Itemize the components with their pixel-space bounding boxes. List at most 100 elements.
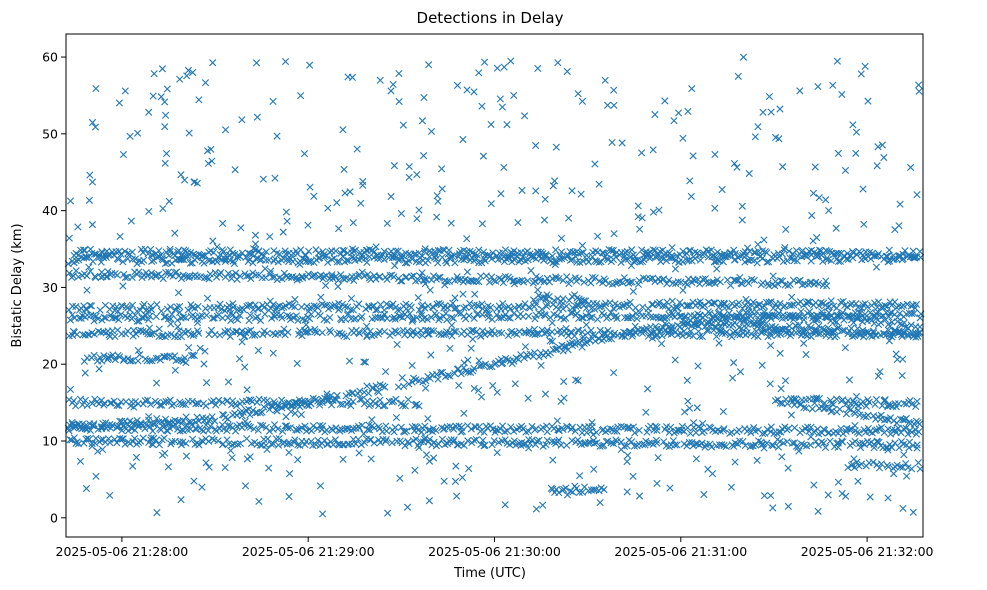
detection-point: [152, 379, 161, 387]
detection-point: [774, 280, 782, 288]
detection-point: [769, 504, 777, 512]
detection-point: [343, 256, 351, 265]
detection-point: [424, 415, 432, 423]
detection-point: [912, 300, 921, 309]
detection-point: [686, 177, 694, 185]
detection-point: [283, 312, 292, 320]
detection-point: [173, 316, 182, 324]
detection-point: [307, 326, 315, 334]
detection-point: [560, 377, 568, 386]
detection-point: [861, 62, 869, 70]
detection-point: [747, 429, 755, 437]
detection-point: [548, 337, 557, 345]
detection-point: [660, 438, 668, 446]
detection-point: [363, 246, 371, 254]
detection-point: [868, 429, 876, 437]
detection-point: [363, 258, 371, 267]
detection-point: [89, 257, 97, 266]
detection-point: [269, 349, 277, 357]
detection-point: [208, 157, 216, 165]
detection-point: [190, 477, 198, 485]
detection-point: [698, 439, 706, 447]
detection-point: [104, 353, 112, 361]
detection-point: [800, 404, 808, 412]
detection-point: [66, 385, 75, 394]
detection-point: [295, 396, 304, 404]
detection-point: [98, 268, 106, 276]
detection-point: [577, 249, 585, 257]
detection-point: [902, 414, 910, 423]
detection-point: [493, 448, 501, 457]
detection-point: [734, 440, 742, 448]
detection-point: [859, 301, 867, 309]
detection-point: [531, 297, 539, 306]
detection-point: [623, 458, 631, 466]
detection-point: [426, 374, 434, 382]
detection-point: [639, 303, 647, 311]
detection-point: [455, 381, 463, 390]
detection-point: [442, 309, 450, 318]
detection-point: [254, 305, 262, 313]
detection-point: [606, 425, 614, 433]
detection-point: [568, 187, 576, 195]
detection-point: [495, 314, 503, 322]
detection-point: [451, 259, 459, 267]
detection-point: [332, 247, 340, 255]
detection-point: [86, 171, 94, 179]
detection-point: [808, 211, 816, 220]
detection-point: [631, 256, 639, 264]
detection-point: [521, 343, 530, 351]
detection-point: [582, 321, 590, 329]
detection-point: [155, 441, 163, 449]
detection-point: [882, 252, 890, 260]
detection-point: [626, 298, 634, 306]
detection-point: [796, 276, 804, 284]
detection-point: [745, 169, 753, 178]
detection-point: [877, 423, 886, 432]
detection-point: [256, 316, 265, 325]
detection-point: [750, 248, 758, 257]
detection-point: [765, 258, 773, 266]
detection-point: [767, 492, 775, 500]
detection-point: [549, 456, 557, 464]
detection-point: [575, 275, 583, 283]
detection-point: [243, 302, 251, 311]
detection-point: [763, 258, 771, 266]
detection-point: [896, 320, 904, 328]
detection-point: [415, 306, 423, 314]
detection-point: [542, 295, 550, 303]
detection-point: [400, 382, 408, 390]
detection-point: [236, 439, 245, 448]
detection-point: [427, 351, 435, 359]
detection-point: [785, 424, 793, 433]
detection-point: [365, 302, 373, 310]
detection-point: [548, 328, 556, 336]
detection-point: [719, 258, 727, 266]
detection-point: [520, 354, 528, 362]
detection-point: [903, 300, 911, 308]
detection-point: [97, 423, 105, 431]
detection-point: [903, 472, 911, 480]
detection-point: [212, 427, 220, 435]
detection-point: [679, 134, 687, 142]
detection-point: [270, 421, 279, 429]
detection-point: [177, 171, 185, 179]
detection-point: [634, 213, 642, 221]
detection-point: [354, 435, 362, 443]
detection-point: [88, 221, 97, 229]
detection-point: [819, 257, 827, 266]
detection-point: [555, 426, 563, 435]
detection-point: [164, 463, 173, 471]
detection-point: [83, 422, 91, 430]
detection-point: [915, 87, 923, 95]
detection-point: [600, 254, 609, 262]
detection-point: [339, 246, 347, 254]
detection-point: [394, 329, 402, 337]
detection-point: [510, 280, 519, 288]
detection-point: [285, 492, 293, 501]
detection-point: [256, 441, 265, 449]
detection-point: [457, 370, 465, 378]
detection-point: [174, 323, 182, 331]
detection-point: [242, 253, 250, 261]
detection-point: [759, 325, 767, 334]
